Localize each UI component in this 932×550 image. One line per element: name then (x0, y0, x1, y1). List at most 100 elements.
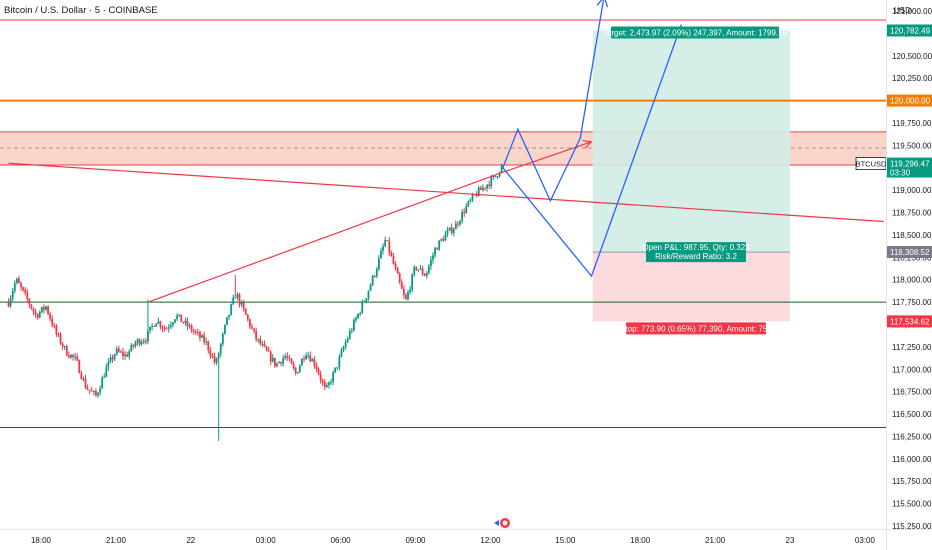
candle-body-134 (284, 356, 287, 359)
candle-body-5 (15, 278, 18, 284)
candle-body-145 (307, 355, 310, 357)
candle-body-191 (402, 288, 405, 296)
candle-body-232 (488, 184, 491, 187)
candle-body-70 (151, 325, 154, 327)
candle-body-135 (286, 356, 289, 358)
candle-body-19 (45, 306, 47, 310)
price-tick-2: 120,500.00 (892, 52, 932, 61)
candle-body-56 (122, 351, 124, 357)
candle-body-195 (411, 274, 414, 290)
candle-body-85 (182, 321, 185, 323)
candle-body-206 (434, 248, 436, 256)
candle-body-7 (20, 283, 22, 288)
time-tick-2: 22 (186, 536, 195, 545)
candle-body-171 (361, 302, 364, 313)
time-tick-8: 18:00 (630, 536, 651, 545)
candle-body-175 (369, 284, 372, 291)
candle-body-109 (232, 297, 235, 305)
candle-body-185 (390, 252, 393, 256)
candle-body-176 (371, 275, 374, 285)
candle-body-99 (211, 355, 214, 357)
candle-body-214 (450, 227, 453, 234)
time-tick-4: 06:00 (331, 536, 352, 545)
price-tag-2: 119,296.47 (890, 160, 930, 169)
candle-body-58 (126, 354, 129, 357)
candle-body-144 (305, 355, 307, 360)
price-tag-box-1 (887, 94, 932, 107)
price-tag-0: 120,782.49 (890, 26, 931, 35)
candle-body-198 (417, 269, 420, 271)
price-tag-1: 120,000.00 (890, 97, 931, 106)
candle-body-165 (348, 331, 351, 339)
candle-body-231 (486, 184, 488, 189)
candle-body-199 (419, 268, 422, 270)
candle-body-228 (479, 187, 482, 190)
candle-body-59 (128, 351, 131, 357)
symbol-tag: BTCUSD (856, 160, 887, 169)
candle-body-68 (147, 330, 149, 342)
price-tick-22: 115,500.00 (892, 500, 932, 509)
candle-body-152 (321, 380, 324, 383)
candle-body-173 (365, 298, 368, 302)
time-tick-9: 21:00 (705, 536, 726, 545)
price-axis: USD121,000.00120,750.00120,500.00120,250… (887, 6, 932, 531)
candle-body-235 (494, 175, 497, 177)
candle-body-156 (330, 382, 332, 384)
candle-body-202 (425, 272, 428, 276)
candle-body-111 (236, 294, 239, 298)
candle-body-91 (194, 331, 197, 333)
candle-body-104 (221, 333, 224, 344)
candle-body-151 (319, 374, 322, 381)
candle-body-153 (323, 382, 326, 387)
candle-body-226 (475, 194, 478, 197)
candle-body-159 (336, 367, 339, 369)
candle-body-161 (340, 350, 343, 357)
projection-arrow-head (596, 0, 609, 8)
candle-body-69 (149, 326, 151, 331)
candle-body-128 (271, 357, 274, 362)
price-tick-23: 115,250.00 (892, 522, 932, 531)
candle-body-204 (429, 259, 432, 267)
candle-body-28 (63, 346, 66, 348)
time-tick-6: 12:00 (480, 536, 501, 545)
candle-body-102 (217, 353, 220, 359)
candle-body-131 (278, 361, 280, 364)
candle-body-30 (67, 355, 70, 358)
candle-body-160 (338, 356, 341, 368)
candle-body-209 (440, 239, 443, 241)
candle-body-147 (311, 359, 314, 362)
candle-body-53 (115, 348, 118, 355)
price-tag-3: 118,308.52 (890, 248, 930, 257)
candle-body-100 (213, 356, 216, 363)
candle-body-49 (107, 361, 110, 368)
candle-body-96 (205, 341, 208, 343)
price-tag-box-3 (887, 246, 932, 259)
time-axis: 18:00 21:00 22 03:00 06:00 09:00 12:00 15:00 18:… (31, 536, 875, 545)
price-tick-0: 121,000.00 (892, 7, 932, 16)
candle-body-132 (280, 361, 282, 364)
candle-body-38 (84, 378, 87, 389)
candle-body-148 (313, 359, 316, 366)
candle-body-105 (224, 324, 226, 334)
trend-line-2 (148, 171, 504, 303)
candle-body-40 (88, 389, 91, 391)
candle-body-123 (261, 343, 264, 345)
candle-body-113 (240, 302, 243, 305)
candle-body-120 (255, 330, 258, 340)
candle-body-94 (201, 335, 203, 338)
candle-body-4 (13, 283, 16, 292)
projection-path-2 (502, 24, 683, 278)
candle-body-127 (269, 351, 272, 362)
price-tick-21: 115,750.00 (892, 477, 932, 486)
candle-body-118 (251, 326, 253, 329)
candle-body-138 (292, 363, 295, 369)
candle-body-23 (53, 325, 56, 327)
candle-body-39 (86, 388, 89, 390)
candle-body-234 (492, 175, 495, 178)
target-label-box (611, 26, 779, 39)
stop-label: Stop: 773.90 (0.65%) 77,390, Amount: 750 (620, 324, 772, 333)
price-tick-12: 118,000.00 (892, 276, 932, 285)
candle-body-221 (465, 205, 468, 214)
candle-body-188 (396, 268, 399, 274)
